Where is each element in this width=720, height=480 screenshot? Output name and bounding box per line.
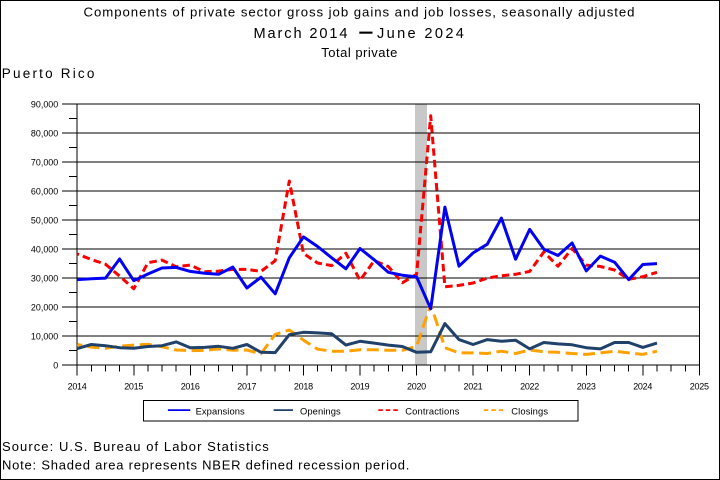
svg-text:60,000: 60,000 xyxy=(31,186,58,196)
svg-text:Total private: Total private xyxy=(321,45,397,60)
svg-text:40,000: 40,000 xyxy=(31,244,58,254)
svg-text:2025: 2025 xyxy=(690,381,709,391)
svg-text:2015: 2015 xyxy=(124,381,143,391)
svg-text:Components of private sector g: Components of private sector gross job g… xyxy=(84,5,635,20)
svg-text:June 2024: June 2024 xyxy=(377,26,464,42)
svg-text:Closings: Closings xyxy=(511,406,548,417)
svg-text:Expansions: Expansions xyxy=(196,406,245,417)
svg-text:30,000: 30,000 xyxy=(31,273,58,283)
svg-text:Puerto Rico: Puerto Rico xyxy=(2,66,95,81)
svg-text:2024: 2024 xyxy=(633,381,652,391)
svg-text:2014: 2014 xyxy=(68,381,87,391)
svg-text:2017: 2017 xyxy=(237,381,256,391)
svg-text:80,000: 80,000 xyxy=(31,128,58,138)
svg-text:2020: 2020 xyxy=(407,381,426,391)
svg-text:90,000: 90,000 xyxy=(31,99,58,109)
svg-text:2018: 2018 xyxy=(294,381,313,391)
svg-text:2019: 2019 xyxy=(350,381,369,391)
svg-text:Source: U.S. Bureau of Labor S: Source: U.S. Bureau of Labor Statistics xyxy=(2,439,269,454)
svg-text:March 2014: March 2014 xyxy=(254,26,348,42)
svg-text:70,000: 70,000 xyxy=(31,157,58,167)
svg-text:0: 0 xyxy=(53,360,58,370)
svg-text:2016: 2016 xyxy=(181,381,200,391)
svg-text:Note: Shaded area represents N: Note: Shaded area represents NBER define… xyxy=(2,458,409,473)
svg-text:2022: 2022 xyxy=(520,381,539,391)
svg-text:Contractions: Contractions xyxy=(405,406,460,417)
svg-text:50,000: 50,000 xyxy=(31,215,58,225)
svg-text:Openings: Openings xyxy=(300,406,341,417)
svg-text:2021: 2021 xyxy=(464,381,483,391)
svg-text:2023: 2023 xyxy=(577,381,596,391)
svg-text:10,000: 10,000 xyxy=(31,331,58,341)
svg-text:20,000: 20,000 xyxy=(31,302,58,312)
